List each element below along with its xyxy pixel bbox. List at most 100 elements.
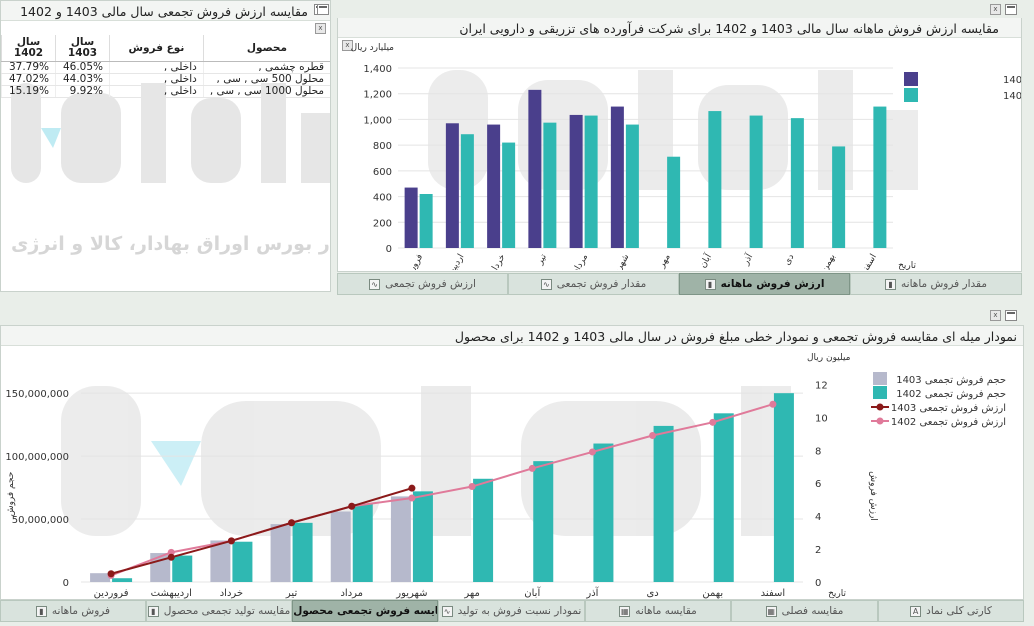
table-cell: محلول 1000 سی , سی , (202, 85, 330, 98)
excel-export-icon[interactable]: x (990, 310, 1001, 321)
y-tick-label: 0 (386, 244, 392, 255)
legend-marker (876, 417, 884, 425)
table-cell: داخلی , (109, 61, 204, 74)
bar-1403 (487, 124, 501, 248)
cumulative-sales-title: نمودار میله ای مقایسه فروش تجمعی و نمودا… (1, 326, 1023, 346)
col-header-product[interactable]: محصول (202, 35, 330, 62)
bottom-tab-4[interactable]: مقایسه فروش تجمعی محصول▮ (292, 600, 438, 622)
line-point-1402 (167, 548, 175, 556)
bar-cumulative-1403 (390, 496, 411, 582)
top-tab-2[interactable]: ارزش فروش ماهانه ▮ (679, 273, 850, 295)
top-tab-0[interactable]: ارزش فروش تجمعی ∿ (337, 273, 508, 295)
tab-label: فروش ماهانه (51, 605, 111, 617)
y-tick-label-right: 2 (815, 545, 821, 556)
bar-1403 (445, 123, 459, 248)
tab-label: ارزش فروش ماهانه (720, 278, 825, 290)
line-point-1403 (167, 553, 175, 561)
bottom-tab-0[interactable]: کارتی کلی نماد A (878, 600, 1024, 622)
x-tick-label: خرداد (489, 253, 508, 271)
x-axis-label: تاریخ (898, 261, 916, 270)
top-tab-1[interactable]: مقدار فروش تجمعی ∿ (508, 273, 679, 295)
legend-swatch (873, 386, 887, 399)
tab-label: نمودار نسبت فروش به تولید (457, 605, 582, 617)
tab-label: مقایسه تولید تجمعی محصول (163, 605, 291, 617)
legend-label: حجم فروش تجمعی 1403 (896, 375, 1006, 386)
col-header-sale-type[interactable]: نوع فروش (109, 35, 204, 62)
legend-label: سال مالی 1403 (1003, 75, 1022, 86)
line-point-1402 (769, 400, 777, 408)
y-tick-label-right: 0 (815, 578, 821, 589)
table-cell: 9.92% (55, 85, 110, 98)
minimize-icon[interactable] (317, 4, 329, 15)
bar-cumulative-1402 (352, 503, 373, 582)
x-tick-label: آبان (696, 251, 714, 270)
cumulative-sales-chart: حجم فروش ارزش فروش میلیون ریال 0 50,000,000 1… (5, 353, 1006, 599)
y-tick-label: 200 (373, 218, 392, 229)
bar-cumulative-1403 (210, 540, 231, 582)
line-point-1402 (468, 483, 476, 491)
minimize-icon[interactable] (1005, 4, 1017, 15)
bottom-tab-3[interactable]: نمودار نسبت فروش به تولید ∿ (438, 600, 585, 622)
legend-label: ارزش فروش تجمعی 1403 (891, 403, 1006, 414)
x-tick-label: آبان (524, 586, 541, 599)
x-tick-label: فروردین (94, 588, 129, 599)
x-tick-label: دی (782, 253, 796, 268)
table-cell: 44.03% (55, 73, 110, 86)
panel-window-controls (1005, 310, 1017, 321)
x-tick-label: اسفند (761, 588, 785, 599)
table-cell: 37.79% (1, 61, 56, 74)
x-tick-label: فروردین (401, 253, 425, 271)
legend-swatch (873, 372, 887, 385)
bottom-tab-2[interactable]: مقایسه ماهانه ▦ (585, 600, 731, 622)
y-tick-label-right: 12 (815, 380, 828, 391)
table-cell: 47.02% (1, 73, 56, 86)
excel-export-icon[interactable]: x (990, 4, 1001, 15)
product-share-table: محصول نوع فروش سال 1403 سال 1402 قطره چش… (1, 35, 330, 98)
bar-cumulative-1403 (150, 553, 171, 582)
line-1403 (110, 487, 413, 575)
line-point-1402 (528, 464, 536, 472)
line-chart-icon: ∿ (540, 278, 552, 290)
minimize-icon[interactable] (1005, 310, 1017, 321)
col-header-1403[interactable]: سال 1403 (55, 35, 110, 62)
bar-1402 (584, 115, 598, 248)
monthly-sales-chart: میلیارد ریال 0 200 400 600 800 1,000 1,200 1,400… (351, 43, 1022, 271)
x-tick-label: اردیبهشت (439, 253, 466, 271)
bottom-tab-6[interactable]: فروش ماهانه ▮ (0, 600, 146, 622)
y-tick-label-right: 8 (815, 446, 821, 457)
bottom-tab-5[interactable]: مقایسه تولید تجمعی محصول ▮ (146, 600, 292, 622)
legend-label: سال مالی 1402 (1003, 91, 1022, 102)
table-cell: 46.05% (55, 61, 110, 74)
text-icon: A (910, 605, 922, 617)
y-tick-label: 600 (373, 167, 392, 178)
table-cell: قطره چشمی , (202, 61, 330, 74)
y-tick-label: 1,400 (363, 64, 392, 75)
bar-cumulative-1402 (112, 578, 133, 582)
x-tick-label: مهر (657, 252, 673, 270)
col-header-1402[interactable]: سال 1402 (1, 35, 56, 62)
bar-chart-icon: ▮ (147, 605, 159, 617)
bottom-tab-1[interactable]: مقایسه فصلی ▦ (731, 600, 878, 622)
table-row[interactable]: قطره چشمی , داخلی , 46.05% 37.79% (1, 61, 330, 74)
bar-cumulative-1403 (330, 511, 351, 582)
bar-1402 (460, 134, 474, 248)
product-share-panel: مقایسه ارزش فروش تجمعی سال مالی 1403 و 1… (0, 0, 331, 292)
table-row[interactable]: محلول 500 سی , سی , داخلی , 44.03% 47.02… (1, 73, 330, 86)
legend-swatch (904, 72, 918, 86)
excel-export-icon[interactable]: x (342, 40, 353, 51)
y-tick-label-left: 50,000,000 (12, 515, 69, 526)
bar-cumulative-1402 (713, 413, 734, 582)
bar-cumulative-1403 (90, 573, 111, 582)
x-tick-label: مرداد (571, 252, 590, 270)
top-tab-3[interactable]: مقدار فروش ماهانه ▮ (850, 273, 1022, 295)
table-row[interactable]: محلول 1000 سی , سی , داخلی , 9.92% 15.19… (1, 85, 330, 98)
x-axis-label: تاریخ (828, 589, 846, 599)
cumulative-sales-panel: نمودار میله ای مقایسه فروش تجمعی و نمودا… (0, 325, 1024, 600)
x-tick-label: شهریور (395, 588, 427, 599)
line-point-1402 (649, 431, 657, 439)
line-point-1402 (709, 418, 717, 426)
x-tick-label: اردیبهشت (151, 588, 192, 599)
y-tick-label-left: 0 (63, 578, 69, 589)
bar-1402 (790, 118, 804, 249)
excel-export-icon[interactable]: x (315, 23, 326, 34)
